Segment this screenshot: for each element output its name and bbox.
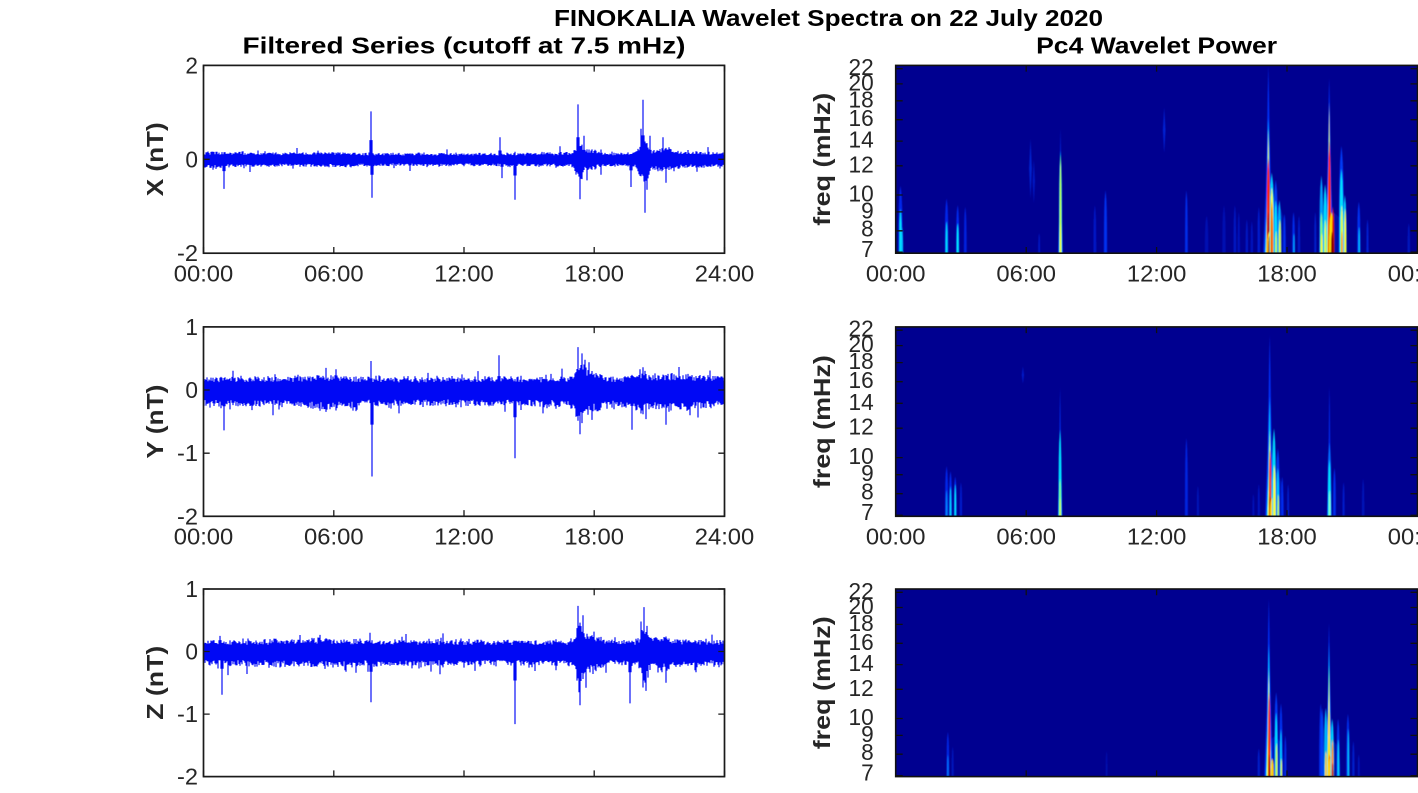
svg-text:8: 8 [861, 216, 874, 242]
svg-text:18:00: 18:00 [564, 524, 624, 550]
svg-text:10: 10 [849, 704, 874, 730]
svg-text:14: 14 [849, 389, 874, 415]
svg-text:06:00: 06:00 [304, 261, 364, 287]
svg-text:18:00: 18:00 [1257, 261, 1317, 287]
svg-text:FINOKALIA Wavelet Spectra on 2: FINOKALIA Wavelet Spectra on 22 July 202… [554, 5, 1103, 31]
svg-text:9: 9 [861, 721, 874, 747]
svg-text:00:00: 00:00 [1388, 524, 1418, 550]
svg-text:12:00: 12:00 [434, 261, 494, 287]
svg-text:20: 20 [849, 331, 874, 357]
svg-text:24:00: 24:00 [695, 261, 755, 287]
svg-text:16: 16 [849, 105, 874, 131]
svg-text:-1: -1 [177, 440, 198, 466]
svg-text:-2: -2 [177, 764, 198, 788]
svg-text:12: 12 [849, 151, 874, 177]
svg-text:12: 12 [849, 414, 874, 440]
svg-text:18: 18 [849, 348, 874, 374]
svg-text:Z (nT): Z (nT) [142, 646, 168, 720]
svg-text:22: 22 [849, 578, 874, 604]
svg-text:16: 16 [849, 367, 874, 393]
svg-text:freq (mHz): freq (mHz) [809, 355, 835, 488]
svg-text:-2: -2 [177, 240, 198, 266]
svg-text:12:00: 12:00 [434, 524, 494, 550]
svg-text:24:00: 24:00 [695, 524, 755, 550]
svg-text:Y (nT): Y (nT) [142, 385, 168, 459]
svg-text:06:00: 06:00 [996, 261, 1056, 287]
svg-text:00:00: 00:00 [174, 524, 234, 550]
svg-text:X (nT): X (nT) [142, 122, 168, 196]
svg-text:0: 0 [185, 377, 198, 403]
svg-text:Filtered Series (cutoff at 7.5: Filtered Series (cutoff at 7.5 mHz) [243, 33, 686, 59]
svg-text:0: 0 [185, 639, 198, 665]
svg-text:06:00: 06:00 [996, 524, 1056, 550]
svg-text:10: 10 [849, 181, 874, 207]
svg-text:1: 1 [185, 576, 198, 602]
svg-text:06:00: 06:00 [304, 524, 364, 550]
svg-text:freq (mHz): freq (mHz) [809, 93, 835, 226]
svg-text:14: 14 [849, 650, 874, 676]
svg-text:18: 18 [849, 610, 874, 636]
svg-text:18:00: 18:00 [564, 261, 624, 287]
svg-text:9: 9 [861, 197, 874, 223]
svg-text:14: 14 [849, 127, 874, 153]
svg-text:00:00: 00:00 [1388, 261, 1418, 287]
svg-text:12: 12 [849, 675, 874, 701]
svg-text:12:00: 12:00 [1127, 524, 1187, 550]
svg-text:7: 7 [861, 759, 874, 785]
svg-text:0: 0 [185, 146, 198, 172]
svg-text:18:00: 18:00 [1257, 524, 1317, 550]
svg-text:00:00: 00:00 [866, 524, 926, 550]
svg-text:00:00: 00:00 [866, 261, 926, 287]
svg-text:-2: -2 [177, 503, 198, 529]
svg-text:00:00: 00:00 [174, 261, 234, 287]
svg-text:freq (mHz): freq (mHz) [809, 616, 835, 749]
svg-text:18: 18 [849, 86, 874, 112]
svg-text:7: 7 [861, 499, 874, 525]
svg-text:8: 8 [861, 739, 874, 765]
svg-text:8: 8 [861, 478, 874, 504]
svg-text:Pc4 Wavelet Power: Pc4 Wavelet Power [1036, 33, 1277, 59]
svg-text:22: 22 [849, 316, 874, 342]
svg-text:16: 16 [849, 629, 874, 655]
svg-text:10: 10 [849, 443, 874, 469]
svg-text:12:00: 12:00 [1127, 261, 1187, 287]
svg-text:22: 22 [849, 54, 874, 80]
svg-text:2: 2 [185, 52, 198, 78]
svg-text:-1: -1 [177, 701, 198, 727]
svg-text:1: 1 [185, 314, 198, 340]
svg-text:9: 9 [861, 460, 874, 486]
svg-text:7: 7 [861, 236, 874, 262]
svg-text:20: 20 [849, 593, 874, 619]
svg-text:20: 20 [849, 69, 874, 95]
